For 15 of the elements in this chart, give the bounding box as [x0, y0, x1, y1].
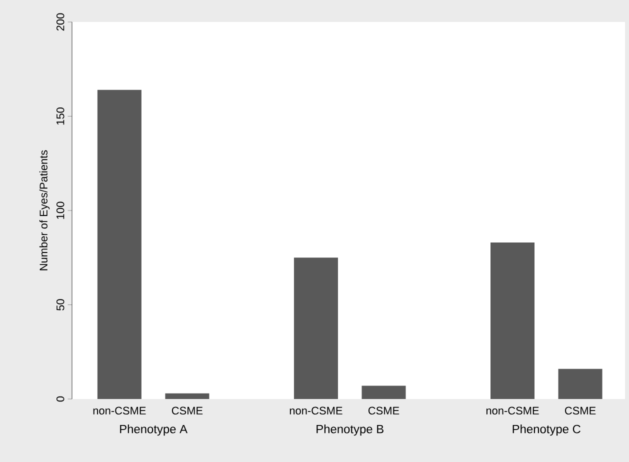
x-tick-label: CSME	[565, 406, 596, 415]
text: Phenotype B	[316, 424, 384, 436]
text: Phenotype C	[512, 424, 580, 436]
text: Phenotype A	[120, 424, 188, 436]
x-tick-label: non-CSME	[486, 406, 539, 415]
x-tick-label: CSME	[172, 406, 203, 415]
y-tick-label: 200	[56, 13, 64, 31]
y-tick-label: 150	[56, 108, 64, 125]
y-tick-label: 50	[56, 299, 64, 310]
x-tick-label: CSME	[368, 406, 400, 415]
y-axis-title: Number of Eyes/Patients	[39, 150, 50, 270]
x-tick-label: non-CSME	[290, 406, 342, 415]
y-tick-label: 100	[56, 202, 64, 219]
y-tick-label: 0	[56, 396, 64, 402]
x-tick-label: non-CSME	[93, 406, 146, 415]
